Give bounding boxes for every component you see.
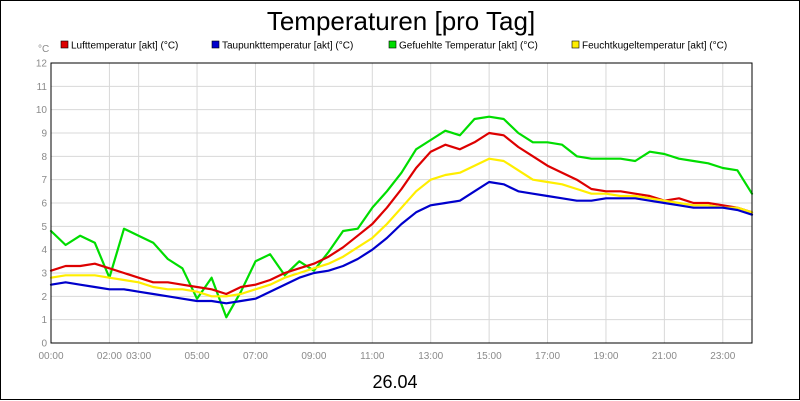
x-tick-label: 17:00 [535, 351, 560, 362]
legend-item: Gefuehlte Temperatur [akt] (°C) [388, 40, 538, 52]
plot-border [50, 62, 753, 344]
x-tick-label: 09:00 [301, 351, 326, 362]
x-tick-label: 07:00 [243, 351, 268, 362]
y-tick-label: 2 [41, 292, 47, 303]
x-tick-label: 23:00 [710, 351, 735, 362]
y-tick-label: 8 [41, 152, 47, 163]
x-tick-label: 19:00 [593, 351, 618, 362]
x-tick-label: 00:00 [38, 351, 63, 362]
legend-label: Feuchtkugeltemperatur [akt] (°C) [582, 41, 727, 52]
y-tick-label: 6 [41, 199, 47, 210]
legend-item: Taupunkttemperatur [akt] (°C) [211, 40, 353, 52]
series-lines [49, 115, 754, 319]
x-tick-label: 11:00 [360, 351, 385, 362]
y-tick-label: 11 [37, 82, 48, 93]
series-line-4 [49, 157, 754, 298]
chart-title: Temperaturen [pro Tag] [267, 6, 535, 36]
y-tick-label: 0 [41, 339, 47, 350]
series-line-2 [49, 180, 754, 305]
date-label: 26.04 [372, 372, 417, 392]
y-tick-label: 4 [41, 245, 47, 256]
y-tick-label: 5 [41, 222, 47, 233]
y-tick-label: 7 [41, 175, 47, 186]
legend-label: Taupunkttemperatur [akt] (°C) [222, 41, 353, 52]
y-tick-label: 1 [41, 315, 47, 326]
legend-swatch [388, 40, 397, 49]
legend-label: Gefuehlte Temperatur [akt] (°C) [399, 41, 538, 52]
x-tick-label: 15:00 [477, 351, 502, 362]
x-tick-label: 21:00 [652, 351, 677, 362]
x-tick-label: 13:00 [418, 351, 443, 362]
legend-swatch [60, 40, 69, 49]
y-tick-label: 10 [36, 105, 48, 116]
y-axis-unit: °C [38, 44, 49, 55]
y-tick-label: 9 [41, 129, 47, 140]
series-line-1 [49, 131, 754, 296]
y-tick-label: 3 [41, 269, 47, 280]
x-axis-ticks: 00:00 02:00 03:00 05:00 07:00 09:00 11:00 13:00… [38, 351, 735, 362]
x-tick-label: 03:00 [126, 351, 151, 362]
y-tick-label: 12 [36, 59, 48, 70]
legend: Lufttemperatur [akt] (°C) Taupunkttempera… [60, 40, 727, 52]
legend-item: Feuchtkugeltemperatur [akt] (°C) [571, 40, 727, 52]
x-tick-label: 02:00 [97, 351, 122, 362]
legend-swatch [571, 40, 580, 49]
legend-item: Lufttemperatur [akt] (°C) [60, 40, 178, 52]
series-line-3 [49, 115, 754, 319]
legend-label: Lufttemperatur [akt] (°C) [71, 41, 178, 52]
x-tick-label: 05:00 [185, 351, 210, 362]
legend-swatch [211, 40, 220, 49]
